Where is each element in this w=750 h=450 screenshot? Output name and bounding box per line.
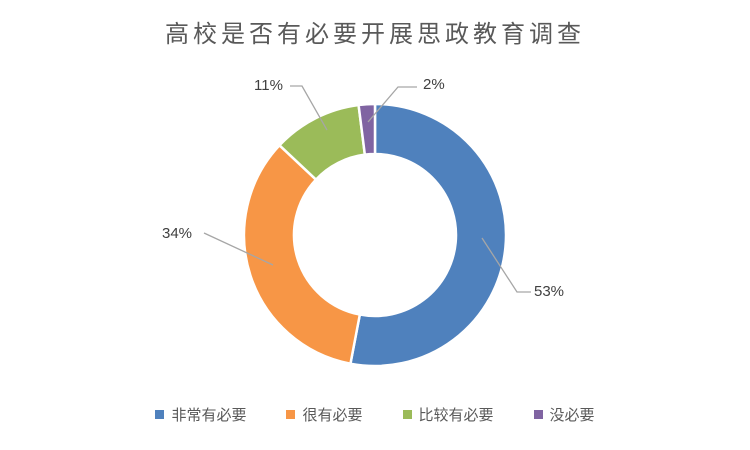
data-label-slice-2: 11% [254, 77, 283, 94]
legend-swatch-icon [286, 410, 296, 419]
legend-item-3[interactable]: 没必要 [533, 404, 595, 425]
data-label-slice-0: 53% [534, 283, 565, 300]
pie-slice-3[interactable] [357, 102, 377, 156]
legend-item-2[interactable]: 比较有必要 [402, 404, 494, 425]
legend-item-0[interactable]: 非常有必要 [155, 404, 246, 425]
data-label-slice-3: 2% [423, 76, 445, 93]
legend-item-1[interactable]: 很有必要 [286, 404, 363, 425]
chart-title: 高校是否有必要开展思政教育调查 [165, 20, 585, 48]
legend-label: 比较有必要 [418, 406, 494, 424]
chart-legend: 非常有必要 很有必要 比较有必要 没必要 [0, 404, 750, 425]
leader-line-1 [203, 232, 274, 266]
pie-slice-1[interactable] [242, 144, 362, 365]
legend-label: 没必要 [549, 406, 595, 424]
leader-line-2 [290, 85, 328, 131]
data-label-slice-1: 34% [162, 225, 193, 242]
pie-slice-0[interactable] [349, 102, 508, 368]
legend-swatch-icon [533, 410, 543, 419]
leader-line-3 [367, 86, 417, 123]
leader-line-0 [481, 237, 531, 293]
legend-swatch-icon [402, 410, 412, 419]
legend-label: 很有必要 [302, 406, 363, 424]
legend-label: 非常有必要 [171, 406, 247, 424]
legend-swatch-icon [155, 410, 165, 419]
